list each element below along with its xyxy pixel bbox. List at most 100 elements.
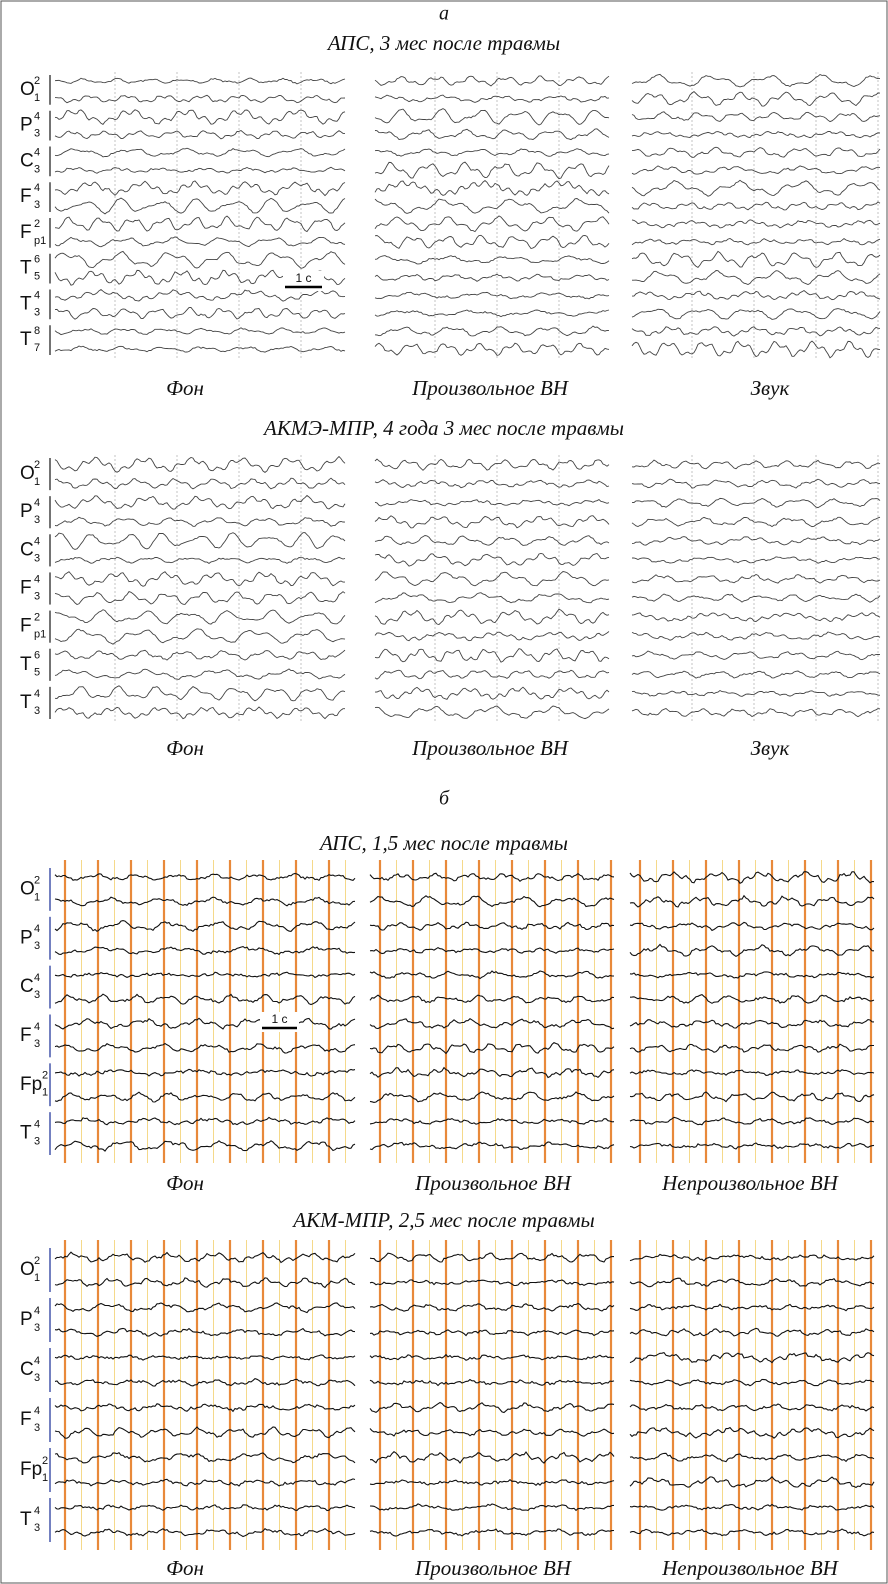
channel-sub: 3: [34, 1422, 40, 1434]
channel-sub: 1: [42, 1472, 48, 1484]
section-label: б: [439, 788, 450, 810]
eeg-trace: [369, 1401, 615, 1414]
eeg-trace: [54, 250, 346, 269]
channel-sup: 4: [34, 573, 40, 585]
eeg-trace: [54, 109, 346, 125]
channel-label: T: [20, 293, 32, 314]
panel-caption: Звук: [751, 376, 790, 400]
eeg-trace: [374, 669, 610, 680]
eeg-trace: [374, 571, 610, 587]
eeg-panel: [54, 860, 356, 1163]
channel-sub: 1: [34, 891, 40, 903]
eeg-trace: [54, 307, 346, 320]
channel-sub: 3: [34, 1322, 40, 1334]
eeg-trace: [629, 921, 875, 932]
eeg-trace: [374, 180, 610, 197]
channel-label: P: [20, 501, 33, 522]
eeg-trace: [369, 872, 615, 883]
eeg-panel: [54, 1240, 356, 1550]
eeg-trace: [54, 1302, 356, 1314]
eeg-trace: [54, 94, 346, 104]
eeg-trace: [54, 1140, 356, 1152]
eeg-trace: [54, 129, 345, 140]
eeg-trace: [54, 77, 346, 85]
channel-label: O: [20, 463, 35, 484]
row-title: АПС, 1,5 мес после травмы: [318, 831, 568, 855]
row-title: АКМ-МПР, 2,5 мес после травмы: [291, 1208, 594, 1232]
eeg-trace: [369, 1066, 615, 1079]
eeg-trace: [374, 552, 610, 567]
eeg-trace: [632, 289, 881, 301]
eeg-trace: [54, 628, 346, 645]
eeg-trace: [374, 342, 610, 356]
eeg-trace: [629, 871, 875, 885]
channel-label: F: [20, 222, 32, 243]
eeg-trace: [369, 1478, 615, 1487]
eeg-trace: [54, 197, 346, 215]
channel-sup: 2: [42, 1070, 48, 1082]
channel-label: F: [20, 1025, 32, 1046]
eeg-trace: [374, 198, 610, 214]
channel-label: T: [20, 692, 32, 713]
eeg-trace: [54, 477, 346, 490]
eeg-trace: [54, 685, 346, 702]
eeg-trace: [631, 459, 881, 470]
eeg-trace: [374, 215, 610, 233]
eeg-trace: [54, 649, 346, 661]
channel-sup: 4: [34, 1505, 40, 1517]
channel-label: P: [20, 927, 33, 948]
channel-sub: 5: [34, 667, 40, 679]
eeg-trace: [629, 1303, 875, 1312]
eeg-trace: [631, 73, 881, 88]
eeg-trace: [374, 705, 610, 720]
eeg-trace: [629, 971, 875, 979]
panel-caption: Фон: [166, 736, 204, 760]
eeg-trace: [631, 707, 881, 718]
eeg-trace: [374, 648, 610, 663]
channel-sub: 3: [34, 514, 40, 526]
channel-label: C: [20, 539, 34, 560]
eeg-trace: [369, 1117, 615, 1125]
channel-sub: 3: [34, 306, 40, 318]
eeg-trace: [629, 1426, 875, 1439]
channel-label: T: [20, 1123, 32, 1144]
eeg-panel: [54, 72, 346, 358]
channel-sup: 4: [34, 688, 40, 700]
eeg-trace: [54, 1068, 356, 1077]
eeg-trace: [54, 706, 345, 720]
eeg-trace: [54, 1354, 356, 1361]
panel-caption: Произвольное ВН: [414, 1171, 573, 1195]
channel-sub: 3: [34, 1522, 40, 1534]
eeg-trace: [629, 1503, 875, 1511]
channel-sup: 6: [34, 254, 40, 266]
eeg-trace: [54, 147, 346, 158]
channel-label: C: [20, 1359, 34, 1380]
eeg-trace: [631, 573, 881, 584]
eeg-trace: [631, 165, 881, 175]
eeg-panel: [631, 72, 881, 359]
channel-sub: 1: [42, 1087, 48, 1099]
panel-caption: Произвольное ВН: [411, 376, 570, 400]
eeg-trace: [629, 1378, 875, 1387]
eeg-trace: [374, 515, 610, 529]
eeg-panel: [54, 455, 346, 722]
channel-sub: 1: [34, 1272, 40, 1284]
eeg-trace: [631, 631, 881, 641]
channel-sub: 1: [34, 476, 40, 488]
panel-caption: Произвольное ВН: [411, 736, 570, 760]
channel-label: T: [20, 654, 32, 675]
eeg-trace: [54, 532, 346, 550]
channel-sup: 4: [34, 1355, 40, 1367]
channel-sup: 4: [34, 1305, 40, 1317]
eeg-trace: [374, 108, 610, 126]
eeg-trace: [631, 670, 881, 679]
channel-sub: p1: [34, 235, 46, 247]
channel-sub: 3: [34, 989, 40, 1001]
eeg-trace: [54, 1452, 356, 1464]
eeg-trace: [54, 345, 346, 353]
channel-sup: 6: [34, 650, 40, 662]
eeg-trace: [631, 497, 881, 509]
eeg-trace: [54, 1327, 356, 1338]
eeg-trace: [374, 128, 610, 141]
eeg-trace: [374, 499, 610, 507]
